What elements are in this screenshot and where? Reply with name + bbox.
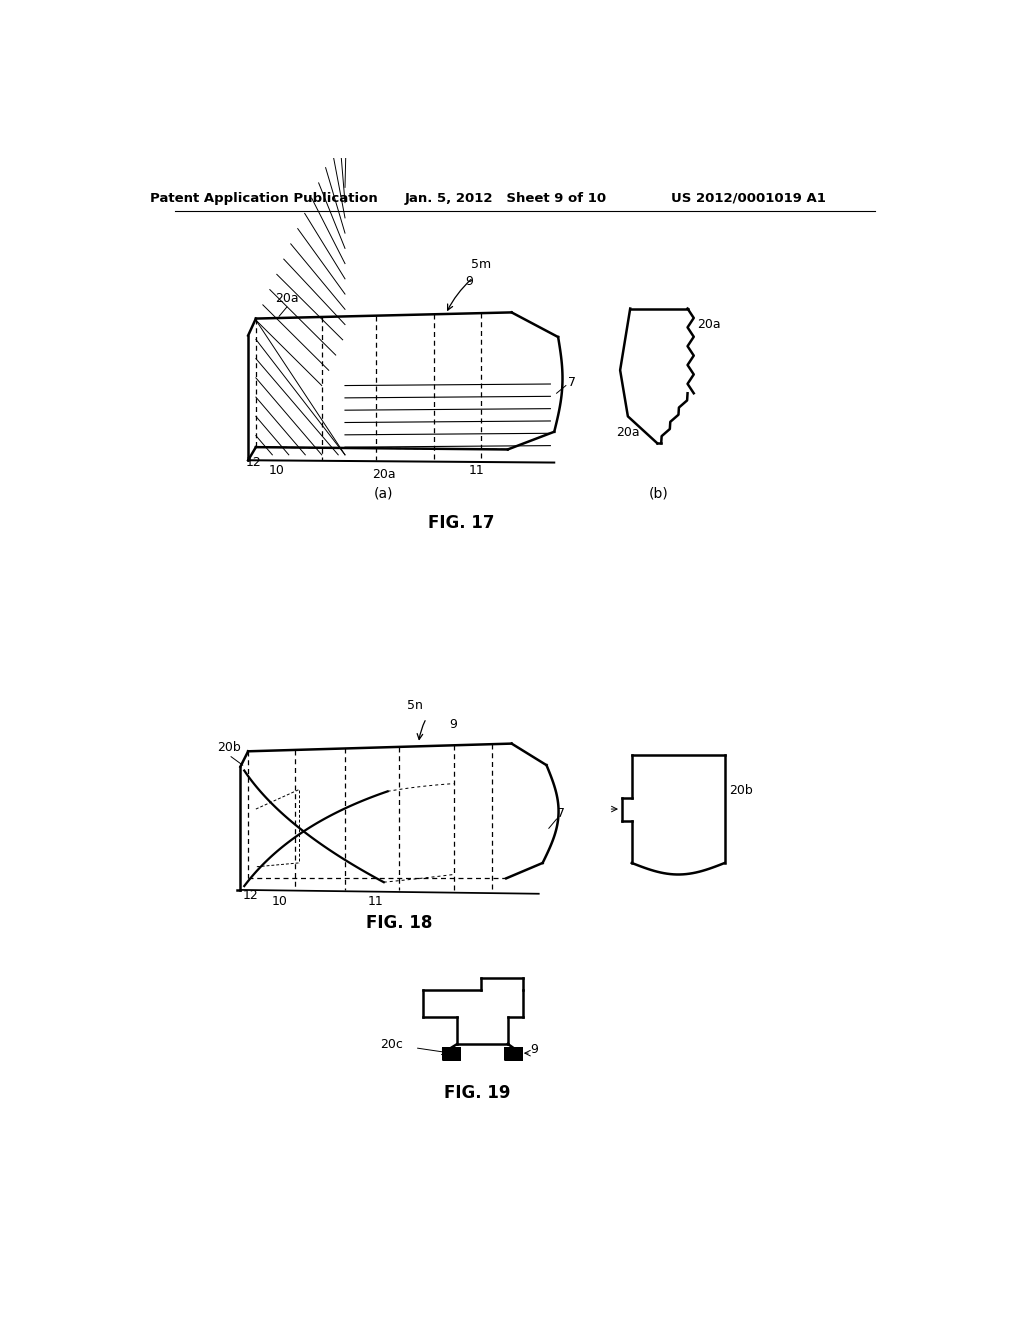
Text: 11: 11 (469, 465, 484, 477)
Text: 5n: 5n (407, 700, 423, 711)
Text: 11: 11 (368, 895, 384, 908)
Text: FIG. 19: FIG. 19 (443, 1084, 510, 1102)
Text: 20b: 20b (217, 742, 241, 754)
Text: 20a: 20a (697, 318, 721, 331)
Text: 20c: 20c (380, 1038, 403, 1051)
Text: (a): (a) (374, 486, 393, 500)
Text: US 2012/0001019 A1: US 2012/0001019 A1 (671, 191, 825, 205)
Text: Jan. 5, 2012   Sheet 9 of 10: Jan. 5, 2012 Sheet 9 of 10 (404, 191, 606, 205)
Text: 7: 7 (557, 807, 564, 820)
Text: 20a: 20a (372, 469, 395, 480)
Text: FIG. 18: FIG. 18 (366, 915, 432, 932)
Text: 10: 10 (269, 465, 285, 477)
Text: 5m: 5m (471, 257, 490, 271)
Text: 9: 9 (530, 1043, 538, 1056)
Text: 20b: 20b (729, 784, 753, 797)
Text: 12: 12 (246, 457, 261, 470)
Text: (b): (b) (649, 486, 669, 500)
Text: 7: 7 (568, 376, 577, 388)
Text: 9: 9 (450, 718, 458, 731)
Text: Patent Application Publication: Patent Application Publication (150, 191, 378, 205)
Text: 10: 10 (272, 895, 288, 908)
Text: 20a: 20a (275, 292, 299, 305)
Text: FIG. 17: FIG. 17 (428, 513, 495, 532)
Text: 12: 12 (243, 890, 258, 902)
Text: 9: 9 (465, 276, 473, 289)
Text: 20a: 20a (616, 425, 640, 438)
